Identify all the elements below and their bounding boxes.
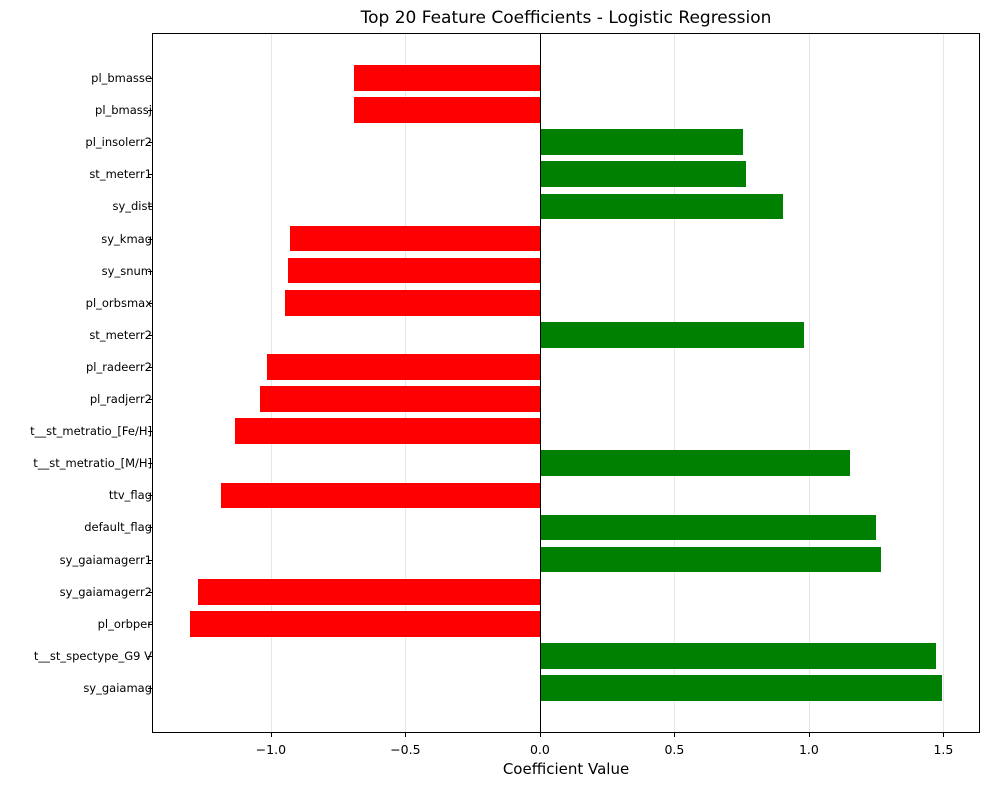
bar-pl-bmasse <box>354 65 540 91</box>
bar-t-st-metratio-m-h- <box>539 450 850 477</box>
bar-pl-radeerr2 <box>266 354 540 380</box>
y-tick-mark <box>148 334 152 336</box>
y-tick-mark <box>148 399 152 401</box>
y-tick-label: pl_orbsmax <box>85 295 152 310</box>
y-tick-label: ttv_flag <box>108 488 152 503</box>
y-tick-label: t__st_metratio_[M/H] <box>33 456 152 471</box>
y-tick-label: pl_bmasse <box>91 70 152 85</box>
bar-sy-kmag <box>290 225 540 252</box>
y-tick-mark <box>148 688 152 690</box>
y-tick-label: sy_gaiamagerr2 <box>59 584 152 599</box>
y-tick-mark <box>148 270 152 272</box>
y-tick-mark <box>148 206 152 208</box>
bar-default-flag <box>539 514 876 541</box>
y-tick-label: pl_radjerr2 <box>89 392 152 407</box>
x-tick-label: 0.5 <box>664 742 685 757</box>
bar-sy-gaiamagerr1 <box>539 546 881 573</box>
x-tick-mark <box>539 733 541 737</box>
x-tick-label: −1.0 <box>255 742 287 757</box>
x-tick-mark <box>674 733 676 737</box>
x-tick-mark <box>270 733 272 737</box>
x-tick-mark <box>405 733 407 737</box>
x-tick-label: 0.0 <box>529 742 550 757</box>
x-gridline <box>405 34 407 732</box>
plot-area <box>152 33 980 733</box>
y-tick-label: pl_radeerr2 <box>85 359 152 374</box>
y-tick-mark <box>148 366 152 368</box>
x-gridline <box>943 34 945 732</box>
bar-pl-bmassj <box>354 97 540 123</box>
bar-ttv-flag <box>220 482 540 509</box>
x-axis-label: Coefficient Value <box>502 760 630 778</box>
y-tick-label: sy_kmag <box>101 231 152 246</box>
y-tick-mark <box>148 559 152 561</box>
x-tick-label: 1.5 <box>933 742 954 757</box>
y-tick-mark <box>148 431 152 433</box>
bar-t-st-metratio-fe-h- <box>234 418 540 444</box>
y-tick-mark <box>148 77 152 79</box>
x-gridline <box>674 34 676 732</box>
y-tick-label: t__st_spectype_G9 V <box>33 648 152 663</box>
y-tick-mark <box>148 623 152 625</box>
chart-title: Top 20 Feature Coefficients - Logistic R… <box>360 8 772 28</box>
y-tick-label: sy_snum <box>101 263 152 278</box>
bar-t-st-spectype-g9-v <box>539 643 936 669</box>
y-tick-mark <box>148 174 152 176</box>
y-tick-label: st_meterr2 <box>89 327 152 342</box>
y-tick-label: pl_orbper <box>97 616 152 631</box>
x-tick-label: 1.0 <box>798 742 819 757</box>
x-tick-mark <box>943 733 945 737</box>
y-tick-mark <box>148 527 152 529</box>
bar-pl-radjerr2 <box>259 386 540 412</box>
bar-pl-orbper <box>189 610 540 637</box>
x-tick-label: −0.5 <box>390 742 421 757</box>
y-tick-mark <box>148 142 152 144</box>
y-tick-mark <box>148 302 152 304</box>
y-tick-label: pl_insolerr2 <box>85 135 152 150</box>
y-tick-mark <box>148 495 152 497</box>
zero-reference-line <box>539 34 541 732</box>
y-tick-label: sy_gaiamag <box>83 681 152 696</box>
bar-sy-dist <box>539 193 783 220</box>
y-tick-mark <box>148 591 152 593</box>
y-tick-label: sy_dist <box>112 199 152 214</box>
bar-sy-snum <box>287 257 540 284</box>
bar-pl-insolerr2 <box>539 129 743 156</box>
y-tick-label: st_meterr1 <box>89 167 152 182</box>
y-tick-label: t__st_metratio_[Fe/H] <box>30 424 152 439</box>
y-tick-label: pl_bmassj <box>95 103 152 118</box>
bar-pl-orbsmax <box>284 289 540 316</box>
bar-st-meterr1 <box>539 161 746 188</box>
bar-st-meterr2 <box>539 321 804 348</box>
y-tick-label: default_flag <box>84 520 152 535</box>
y-tick-mark <box>148 238 152 240</box>
y-tick-mark <box>148 655 152 657</box>
x-gridline <box>270 34 272 732</box>
y-tick-mark <box>148 110 152 112</box>
x-tick-mark <box>808 733 810 737</box>
x-gridline <box>808 34 810 732</box>
bar-sy-gaiamag <box>539 675 942 701</box>
bar-sy-gaiamagerr2 <box>198 578 540 605</box>
y-tick-mark <box>148 463 152 465</box>
y-tick-label: sy_gaiamagerr1 <box>59 552 152 567</box>
